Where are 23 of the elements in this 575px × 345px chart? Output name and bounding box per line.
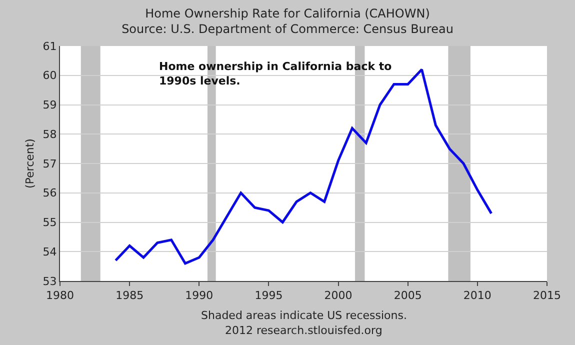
chart-title: Home Ownership Rate for California (CAHOWN)	[145, 6, 430, 20]
y-tick-label: 53	[42, 274, 57, 288]
text: Shaded areas indicate US recessions.	[201, 309, 407, 322]
x-tick-label: 2015	[533, 289, 561, 302]
x-tick-label: 1990	[185, 289, 214, 302]
x-tick-label: 2010	[463, 289, 492, 302]
x-tick-label: 1985	[116, 289, 144, 302]
x-tick-label: 1980	[46, 289, 74, 302]
y-tick-label: 54	[42, 245, 57, 258]
x-tick-label: 2005	[394, 289, 422, 302]
annotation: Home ownership in California back to 1990s levels.	[159, 60, 392, 88]
y-tick-label: 58	[42, 128, 57, 141]
x-tick-label: 2000	[324, 289, 352, 302]
y-tick-label: 55	[42, 216, 57, 230]
y-tick-label: 60	[42, 69, 57, 82]
y-tick-label: 59	[42, 98, 57, 112]
x-tick-label: 1995	[254, 289, 283, 302]
text: 2012 research.stlouisfed.org	[225, 324, 382, 337]
y-tick-label: 57	[42, 157, 57, 170]
y-tick-label: 61	[42, 40, 57, 53]
y-axis-title: (Percent)	[23, 138, 36, 188]
y-tick-label: 56	[42, 186, 57, 200]
chart-subtitle: Source: U.S. Department of Commerce: Census Bureau	[122, 22, 454, 36]
